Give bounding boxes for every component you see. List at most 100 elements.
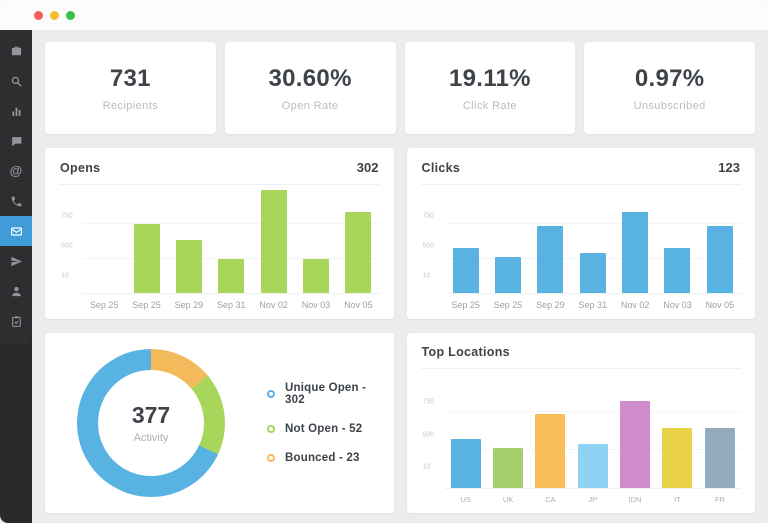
search-icon: [10, 75, 23, 88]
clicks-chart-card: Clicks 123 750 500 10 Sep 25 Sep 25 Sep 29 Sep…: [406, 148, 755, 319]
bar-idn[interactable]: [620, 400, 651, 488]
y-axis-tick: 500: [422, 431, 435, 439]
y-axis-tick: 10: [422, 272, 431, 280]
bar-sep-31[interactable]: [579, 253, 606, 293]
sidebar-item-stats[interactable]: [0, 96, 32, 126]
bar-nov-02[interactable]: [260, 190, 287, 293]
legend-label: Unique Open - 302: [285, 382, 367, 406]
bar-us[interactable]: [450, 438, 481, 488]
click-rate-label: Click Rate: [462, 99, 517, 112]
top-locations-card: Top Locations 750 500 10 US UK CA JP IDN IT FR: [406, 333, 755, 513]
legend-label: Bounced - 23: [285, 452, 360, 464]
x-axis-label: Sep 31: [578, 300, 608, 310]
activity-donut-chart: 377 Activity: [77, 349, 225, 497]
x-axis-label: JP: [588, 495, 598, 504]
recipients-label: Recipients: [102, 99, 159, 112]
click-rate-value: 19.11%: [448, 64, 531, 92]
bar-sep-29[interactable]: [175, 239, 202, 293]
sidebar-item-contacts[interactable]: [0, 276, 32, 306]
x-axis-label: IDN: [628, 495, 642, 504]
sidebar-item-dashboard[interactable]: [0, 36, 32, 66]
dashboard-content: 731 Recipients 30.60% Open Rate 19.11% C…: [32, 30, 768, 523]
phone-icon: [10, 195, 23, 208]
bar-sep-29[interactable]: [537, 226, 564, 293]
bar-chart-icon: [10, 105, 23, 118]
open-rate-label: Open Rate: [281, 99, 339, 112]
user-icon: [10, 285, 23, 298]
x-axis-label: Sep 29: [536, 300, 565, 310]
x-axis-label: Nov 03: [301, 300, 331, 310]
opens-chart-card: Opens 302 750 500 10 Sep 25 Sep 25 Sep 29 Sep …: [45, 148, 394, 319]
chat-icon: [10, 135, 23, 148]
bar-sep-25[interactable]: [133, 224, 160, 293]
clipboard-check-icon: [10, 315, 23, 328]
x-axis-label: Sep 31: [216, 300, 246, 310]
bar-it[interactable]: [662, 428, 693, 488]
sidebar-item-tasks[interactable]: [0, 306, 32, 336]
dashboard-icon: [10, 45, 23, 58]
x-axis-label: Sep 25: [89, 300, 119, 310]
traffic-lights: [34, 10, 75, 20]
y-axis-tick: 500: [422, 242, 435, 250]
bar-jp[interactable]: [577, 444, 608, 488]
bar-sep-25[interactable]: [495, 256, 522, 293]
bar-uk[interactable]: [493, 447, 524, 488]
bar-nov-03[interactable]: [302, 258, 329, 293]
stats-row: 731 Recipients 30.60% Open Rate 19.11% C…: [45, 42, 755, 134]
top-locations-bar-chart: 750 500 10 US UK CA JP IDN IT FR: [420, 368, 741, 504]
bottom-row: 377 Activity Unique Open - 302 Not Open -…: [45, 333, 755, 513]
y-axis-tick: 750: [422, 212, 435, 220]
x-axis-label: FR: [714, 495, 725, 504]
stat-card-recipients: 731 Recipients: [45, 42, 216, 134]
x-axis-label: IT: [674, 495, 681, 504]
bar-sep-31[interactable]: [218, 258, 245, 293]
legend-marker-icon: [267, 454, 275, 462]
charts-row: Opens 302 750 500 10 Sep 25 Sep 25 Sep 29 Sep …: [45, 148, 755, 319]
zoom-button[interactable]: [66, 10, 75, 20]
close-button[interactable]: [34, 10, 43, 20]
x-axis-label: Nov 05: [705, 300, 735, 310]
titlebar: [0, 0, 768, 30]
sidebar: @: [0, 30, 32, 523]
sidebar-item-search[interactable]: [0, 66, 32, 96]
x-axis-label: US: [460, 495, 471, 504]
clicks-title: Clicks: [421, 160, 461, 175]
bar-nov-02[interactable]: [622, 211, 649, 293]
stat-card-click-rate: 19.11% Click Rate: [404, 42, 576, 134]
bar-nov-05[interactable]: [345, 211, 372, 293]
minimize-button[interactable]: [50, 10, 59, 20]
legend-marker-icon: [267, 390, 275, 398]
x-axis-label: Nov 03: [663, 300, 692, 310]
sidebar-item-mentions[interactable]: @: [0, 156, 32, 186]
sidebar-item-mail[interactable]: [0, 216, 32, 246]
y-axis-tick: 750: [61, 212, 73, 220]
activity-value: 377: [131, 402, 171, 428]
x-axis-label: Sep 29: [174, 300, 204, 310]
x-axis-label: Sep 25: [451, 300, 480, 310]
legend-marker-icon: [267, 425, 275, 433]
stat-card-unsubscribed: 0.97% Unsubscribed: [584, 42, 755, 134]
activity-card: 377 Activity Unique Open - 302 Not Open -…: [45, 333, 394, 513]
bar-fr[interactable]: [704, 428, 735, 488]
y-axis-tick: 500: [61, 242, 73, 250]
unsubscribed-label: Unsubscribed: [633, 99, 706, 112]
sidebar-item-messages[interactable]: [0, 126, 32, 156]
donut-center: 377 Activity: [98, 370, 204, 476]
x-axis-label: CA: [545, 495, 556, 504]
x-axis-label: Nov 02: [259, 300, 288, 310]
mail-icon: [10, 225, 23, 238]
bar-sep-25[interactable]: [452, 248, 479, 293]
bar-ca[interactable]: [535, 414, 566, 488]
sidebar-item-calls[interactable]: [0, 186, 32, 216]
unsubscribed-value: 0.97%: [634, 64, 705, 92]
bar-nov-05[interactable]: [706, 226, 733, 293]
legend-label: Not Open - 52: [285, 423, 363, 435]
at-icon: @: [9, 163, 23, 178]
recipients-value: 731: [109, 64, 151, 92]
activity-legend: Unique Open - 302 Not Open - 52 Bounced - …: [267, 382, 376, 464]
bar-nov-03[interactable]: [664, 248, 691, 293]
opens-title: Opens: [60, 160, 101, 175]
sidebar-item-send[interactable]: [0, 246, 32, 276]
paper-plane-icon: [10, 255, 23, 268]
